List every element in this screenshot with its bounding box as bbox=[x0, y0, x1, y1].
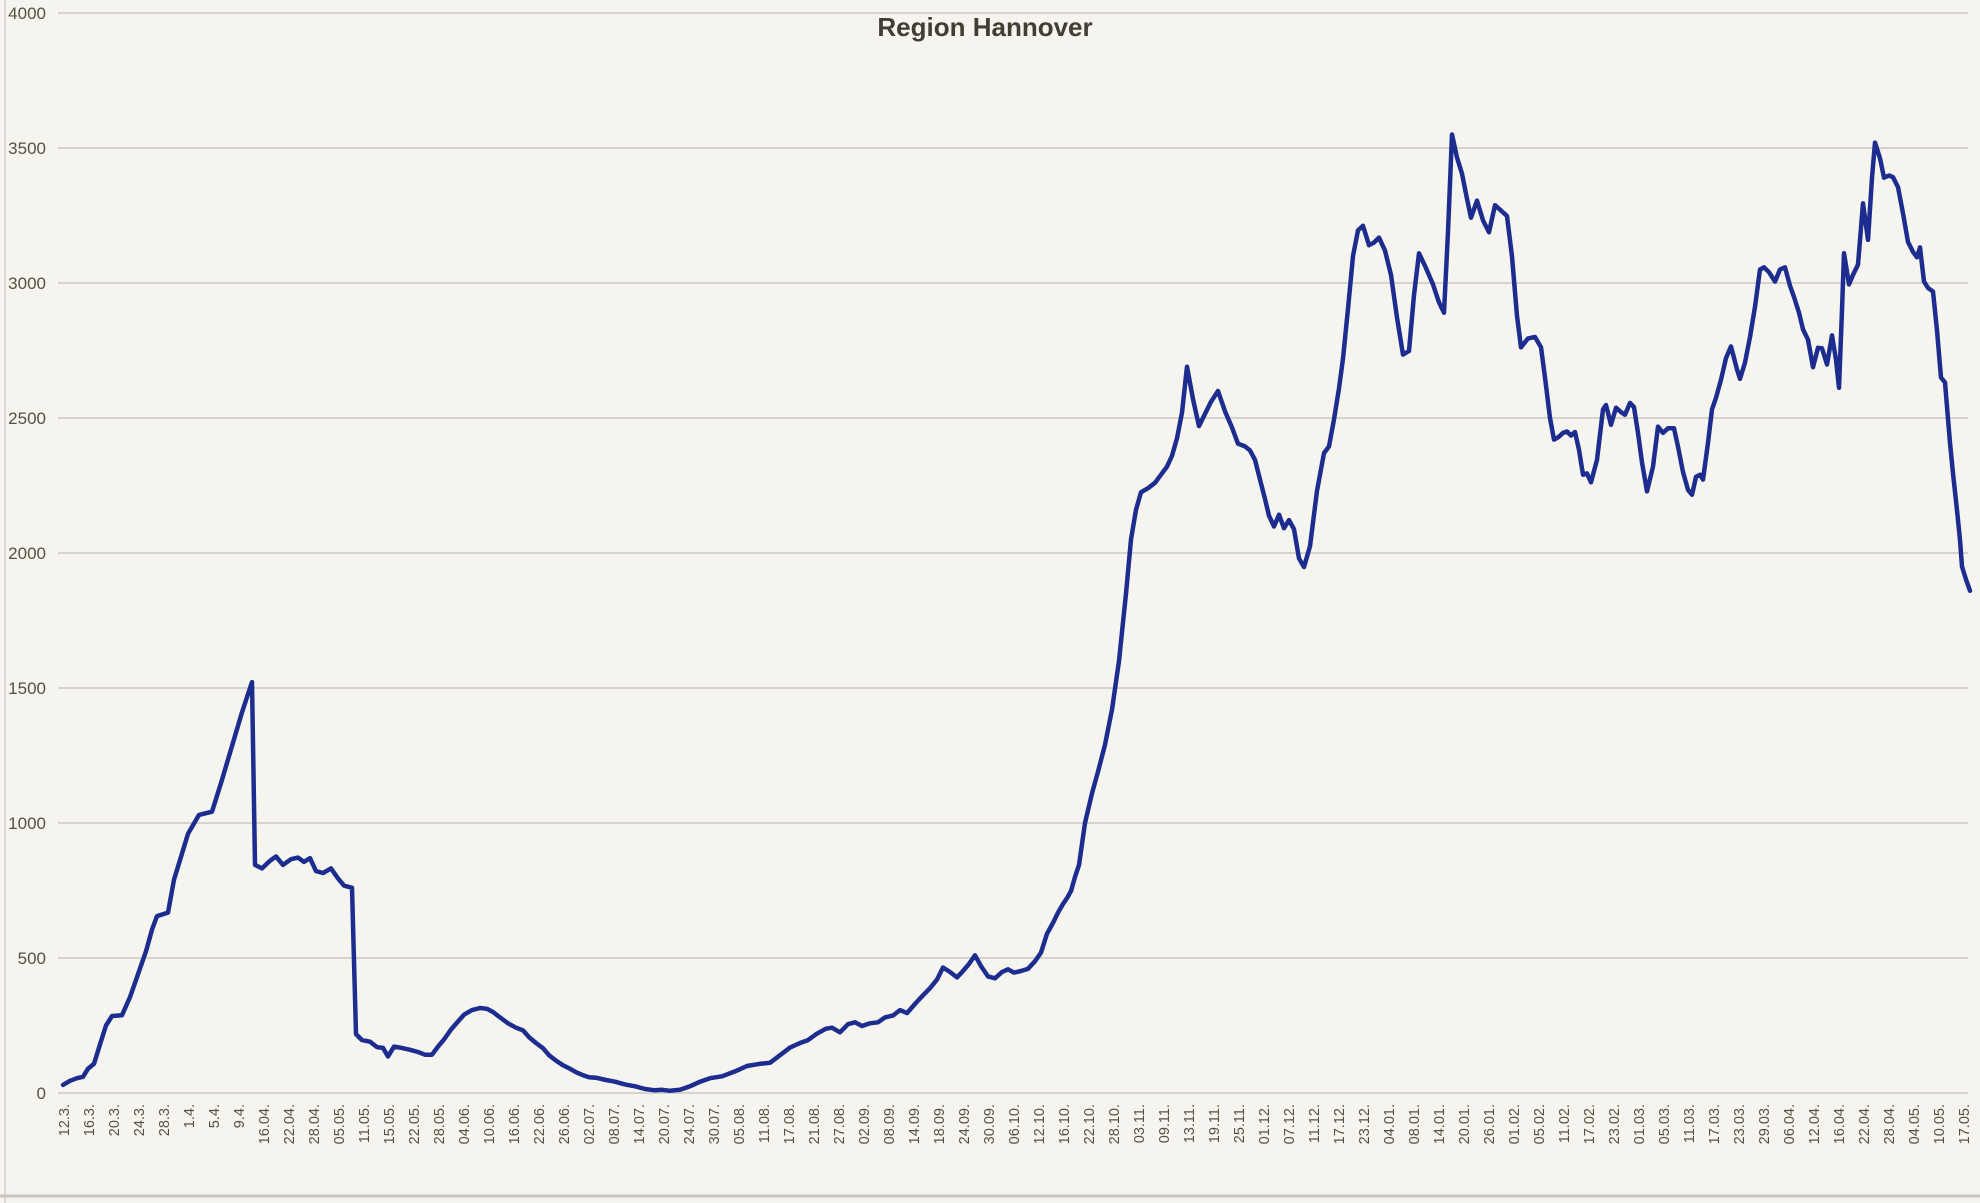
y-tick-label-1000: 1000 bbox=[8, 814, 46, 833]
x-tick-label-29-03-: 29.03. bbox=[1757, 1104, 1773, 1144]
x-tick-label-05-08-: 05.08. bbox=[732, 1104, 748, 1144]
x-tick-label-01-12-: 01.12. bbox=[1257, 1104, 1273, 1144]
x-tick-label-11-05-: 11.05. bbox=[357, 1104, 373, 1143]
x-tick-label-12-10-: 12.10. bbox=[1032, 1104, 1048, 1144]
x-tick-label-5-4-: 5.4. bbox=[207, 1104, 223, 1128]
x-tick-label-03-11-: 03.11. bbox=[1132, 1104, 1148, 1143]
x-tick-label-16-04-: 16.04. bbox=[1832, 1104, 1848, 1144]
x-tick-label-04-01-: 04.01. bbox=[1382, 1104, 1398, 1144]
x-tick-label-27-08-: 27.08. bbox=[832, 1104, 848, 1144]
x-tick-label-17-02-: 17.02. bbox=[1582, 1104, 1598, 1144]
x-tick-label-08-07-: 08.07. bbox=[607, 1104, 623, 1144]
x-tick-label-10-05-: 10.05. bbox=[1932, 1104, 1948, 1144]
x-tick-label-11-02-: 11.02. bbox=[1557, 1104, 1573, 1143]
x-tick-label-11-08-: 11.08. bbox=[757, 1104, 773, 1143]
x-tick-label-05-03-: 05.03. bbox=[1657, 1104, 1673, 1144]
x-tick-label-28-04-: 28.04. bbox=[1882, 1104, 1898, 1144]
x-tick-label-20-07-: 20.07. bbox=[657, 1104, 673, 1144]
x-tick-label-22-10-: 22.10. bbox=[1082, 1104, 1098, 1144]
x-tick-label-09-11-: 09.11. bbox=[1157, 1104, 1173, 1143]
x-tick-label-11-12-: 11.12. bbox=[1307, 1104, 1323, 1143]
x-tick-label-05-02-: 05.02. bbox=[1532, 1104, 1548, 1144]
x-tick-label-04-05-: 04.05. bbox=[1907, 1104, 1923, 1144]
x-tick-label-10-06-: 10.06. bbox=[482, 1104, 498, 1144]
x-tick-label-11-03-: 11.03. bbox=[1682, 1104, 1698, 1143]
x-tick-label-24-09-: 24.09. bbox=[957, 1104, 973, 1144]
x-tick-label-20-3-: 20.3. bbox=[107, 1104, 123, 1136]
y-tick-label-4000: 4000 bbox=[8, 4, 46, 23]
x-tick-label-13-11-: 13.11. bbox=[1182, 1104, 1198, 1143]
x-tick-label-9-4-: 9.4. bbox=[232, 1104, 248, 1128]
x-tick-label-06-10-: 06.10. bbox=[1007, 1104, 1023, 1144]
x-tick-label-08-09-: 08.09. bbox=[882, 1104, 898, 1144]
x-tick-label-02-07-: 02.07. bbox=[582, 1104, 598, 1144]
chart-title: Region Hannover bbox=[877, 12, 1092, 42]
x-tick-label-16-10-: 16.10. bbox=[1057, 1104, 1073, 1144]
x-tick-label-16-06-: 16.06. bbox=[507, 1104, 523, 1144]
gridlines bbox=[58, 12, 1968, 1094]
x-tick-label-14-09-: 14.09. bbox=[907, 1104, 923, 1144]
x-tick-label-12-04-: 12.04. bbox=[1807, 1104, 1823, 1144]
x-tick-label-22-06-: 22.06. bbox=[532, 1104, 548, 1144]
x-tick-label-16-3-: 16.3. bbox=[82, 1104, 98, 1136]
x-tick-label-07-12-: 07.12. bbox=[1282, 1104, 1298, 1144]
x-tick-label-24-07-: 24.07. bbox=[682, 1104, 698, 1144]
y-tick-label-500: 500 bbox=[18, 949, 46, 968]
x-tick-label-04-06-: 04.06. bbox=[457, 1104, 473, 1144]
x-tick-label-25-11-: 25.11. bbox=[1232, 1104, 1248, 1143]
x-tick-label-17-03-: 17.03. bbox=[1707, 1104, 1723, 1144]
x-tick-label-30-09-: 30.09. bbox=[982, 1104, 998, 1144]
x-tick-label-1-4-: 1.4. bbox=[182, 1104, 198, 1128]
x-tick-label-23-02-: 23.02. bbox=[1607, 1104, 1623, 1144]
x-tick-label-28-3-: 28.3. bbox=[157, 1104, 173, 1136]
y-tick-label-0: 0 bbox=[37, 1084, 46, 1103]
x-tick-label-20-01-: 20.01. bbox=[1457, 1104, 1473, 1144]
x-tick-label-26-01-: 26.01. bbox=[1482, 1104, 1498, 1144]
x-tick-label-02-09-: 02.09. bbox=[857, 1104, 873, 1144]
x-tick-label-05-05-: 05.05. bbox=[332, 1104, 348, 1144]
x-tick-label-30-07-: 30.07. bbox=[707, 1104, 723, 1144]
x-tick-label-19-11-: 19.11. bbox=[1207, 1104, 1223, 1143]
series-line-region-hannover bbox=[60, 132, 1973, 1094]
x-tick-label-22-04-: 22.04. bbox=[282, 1104, 298, 1144]
x-tick-label-22-04-: 22.04. bbox=[1857, 1104, 1873, 1144]
x-tick-label-01-02-: 01.02. bbox=[1507, 1104, 1523, 1144]
x-tick-label-18-09-: 18.09. bbox=[932, 1104, 948, 1144]
x-tick-label-01-03-: 01.03. bbox=[1632, 1104, 1648, 1144]
y-tick-label-1500: 1500 bbox=[8, 679, 46, 698]
x-tick-label-17-05-: 17.05. bbox=[1957, 1104, 1973, 1144]
x-tick-label-23-03-: 23.03. bbox=[1732, 1104, 1748, 1144]
y-tick-label-2000: 2000 bbox=[8, 544, 46, 563]
x-tick-label-06-04-: 06.04. bbox=[1782, 1104, 1798, 1144]
x-tick-label-17-08-: 17.08. bbox=[782, 1104, 798, 1144]
x-tick-label-08-01-: 08.01. bbox=[1407, 1104, 1423, 1144]
y-tick-label-3500: 3500 bbox=[8, 139, 46, 158]
x-tick-label-14-07-: 14.07. bbox=[632, 1104, 648, 1144]
x-tick-label-23-12-: 23.12. bbox=[1357, 1104, 1373, 1144]
x-tick-label-17-12-: 17.12. bbox=[1332, 1104, 1348, 1144]
x-tick-label-28-05-: 28.05. bbox=[432, 1104, 448, 1144]
y-axis-tick-labels: 0 500 1000 1500 2000 2500 3000 3500 4000 bbox=[8, 4, 46, 1103]
x-tick-label-26-06-: 26.06. bbox=[557, 1104, 573, 1144]
x-tick-label-24-3-: 24.3. bbox=[132, 1104, 148, 1136]
x-tick-label-28-10-: 28.10. bbox=[1107, 1104, 1123, 1144]
x-axis-tick-labels: 12.3. 16.3. 20.3. 24.3. 28.3. 1.4. 5.4. 9.4. 16.… bbox=[57, 1104, 1973, 1144]
x-tick-label-12-3-: 12.3. bbox=[57, 1104, 73, 1136]
x-tick-label-28-04-: 28.04. bbox=[307, 1104, 323, 1144]
x-tick-label-21-08-: 21.08. bbox=[807, 1104, 823, 1144]
x-tick-label-14-01-: 14.01. bbox=[1432, 1104, 1448, 1144]
y-tick-label-3000: 3000 bbox=[8, 274, 46, 293]
x-tick-label-22-05-: 22.05. bbox=[407, 1104, 423, 1144]
y-tick-label-2500: 2500 bbox=[8, 409, 46, 428]
x-tick-label-16-04-: 16.04. bbox=[257, 1104, 273, 1144]
x-tick-label-15-05-: 15.05. bbox=[382, 1104, 398, 1144]
